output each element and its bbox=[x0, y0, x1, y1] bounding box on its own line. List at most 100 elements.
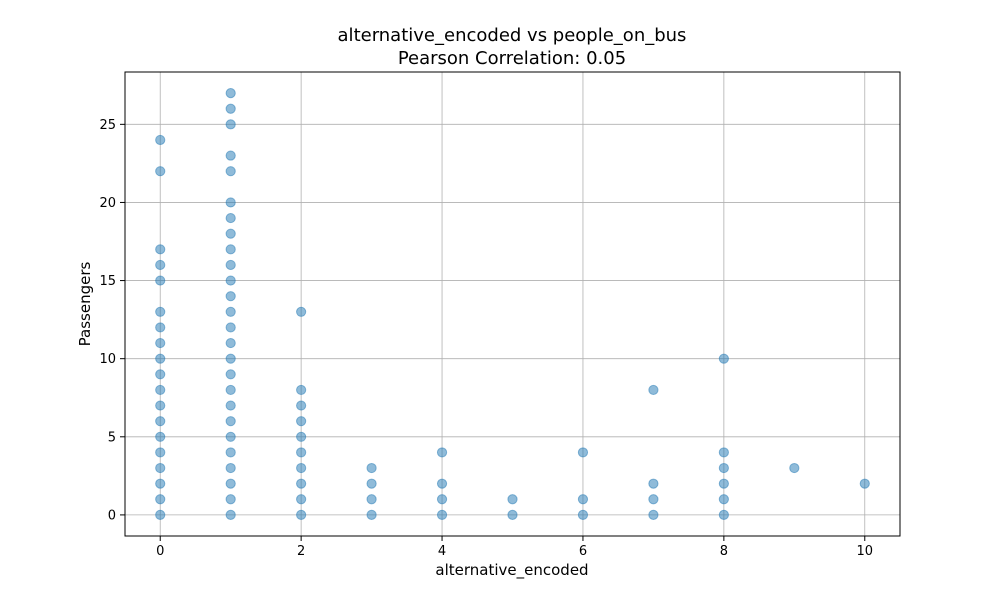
data-point bbox=[225, 259, 236, 271]
data-point bbox=[577, 447, 589, 458]
data-point bbox=[225, 416, 236, 427]
x-tick-label: 2 bbox=[297, 544, 305, 559]
data-point bbox=[155, 400, 166, 411]
data-point bbox=[296, 306, 307, 317]
data-point bbox=[648, 384, 659, 396]
data-point bbox=[648, 509, 659, 521]
data-point bbox=[155, 462, 166, 474]
data-point bbox=[296, 494, 307, 505]
data-point bbox=[155, 509, 166, 521]
chart-title-line-1: alternative_encoded vs people_on_bus bbox=[338, 25, 687, 46]
data-point bbox=[296, 509, 307, 521]
y-tick-label: 25 bbox=[99, 118, 116, 133]
data-point bbox=[155, 478, 166, 489]
y-tick-label: 10 bbox=[99, 352, 116, 367]
data-point bbox=[507, 509, 518, 521]
data-point bbox=[155, 353, 166, 364]
data-point bbox=[648, 478, 659, 489]
data-point bbox=[296, 431, 307, 442]
data-point bbox=[225, 103, 236, 114]
data-point bbox=[648, 494, 659, 505]
data-point bbox=[225, 337, 236, 349]
data-point bbox=[225, 478, 236, 489]
data-point bbox=[155, 306, 166, 317]
x-axis-label: alternative_encoded bbox=[435, 561, 588, 580]
data-point bbox=[436, 494, 448, 505]
data-point bbox=[155, 494, 166, 505]
x-tick-label: 0 bbox=[156, 544, 164, 559]
data-point bbox=[718, 478, 729, 489]
data-point bbox=[718, 462, 729, 474]
data-point bbox=[225, 353, 236, 364]
data-point bbox=[296, 384, 307, 396]
data-point bbox=[155, 416, 166, 427]
chart-title-line-2: Pearson Correlation: 0.05 bbox=[398, 48, 626, 69]
data-point bbox=[155, 337, 166, 349]
data-point bbox=[225, 197, 236, 208]
data-point bbox=[366, 478, 377, 489]
data-point bbox=[155, 322, 166, 333]
data-point bbox=[859, 478, 870, 489]
data-point bbox=[155, 244, 166, 255]
data-point bbox=[225, 212, 236, 224]
data-point bbox=[155, 369, 166, 380]
data-point bbox=[225, 87, 236, 99]
data-point bbox=[436, 509, 448, 521]
data-point bbox=[577, 494, 589, 505]
data-point bbox=[296, 447, 307, 458]
data-point bbox=[366, 509, 377, 521]
data-point bbox=[225, 291, 236, 302]
data-point bbox=[436, 478, 448, 489]
data-point bbox=[296, 400, 307, 411]
data-points bbox=[155, 87, 870, 521]
axis-ticks: 0 2 4 6 8 10 0 5 10 15 20 25 bbox=[99, 118, 873, 559]
y-tick-label: 15 bbox=[99, 274, 116, 289]
data-point bbox=[296, 478, 307, 489]
data-point bbox=[507, 494, 518, 505]
x-tick-label: 4 bbox=[438, 544, 446, 559]
data-point bbox=[225, 400, 236, 411]
data-point bbox=[225, 462, 236, 474]
data-point bbox=[225, 509, 236, 521]
data-point bbox=[225, 244, 236, 255]
data-point bbox=[225, 119, 236, 130]
data-point bbox=[718, 447, 729, 458]
data-point bbox=[225, 228, 236, 239]
grid-lines bbox=[125, 72, 900, 536]
data-point bbox=[155, 275, 166, 286]
data-point bbox=[155, 431, 166, 442]
y-axis-label: Passengers bbox=[76, 261, 94, 346]
data-point bbox=[225, 494, 236, 505]
data-point bbox=[225, 322, 236, 333]
data-point bbox=[155, 134, 166, 146]
data-point bbox=[718, 494, 729, 505]
data-point bbox=[366, 462, 377, 474]
data-point bbox=[789, 462, 800, 474]
data-point bbox=[225, 384, 236, 396]
plot-frame bbox=[124, 71, 901, 537]
data-point bbox=[225, 447, 236, 458]
data-point bbox=[225, 306, 236, 317]
data-point bbox=[366, 494, 377, 505]
data-point bbox=[225, 150, 236, 161]
data-point bbox=[436, 447, 448, 458]
data-point bbox=[296, 416, 307, 427]
data-point bbox=[155, 166, 166, 177]
data-point bbox=[225, 166, 236, 177]
data-point bbox=[155, 259, 166, 271]
data-point bbox=[155, 384, 166, 396]
y-tick-label: 5 bbox=[108, 430, 116, 445]
y-tick-label: 0 bbox=[108, 508, 116, 523]
data-point bbox=[296, 462, 307, 474]
x-tick-label: 6 bbox=[579, 544, 587, 559]
data-point bbox=[225, 275, 236, 286]
data-point bbox=[577, 509, 589, 521]
data-point bbox=[155, 447, 166, 458]
data-point bbox=[225, 431, 236, 442]
data-point bbox=[225, 369, 236, 380]
y-tick-label: 20 bbox=[99, 196, 116, 211]
data-point bbox=[718, 353, 729, 364]
x-tick-label: 8 bbox=[720, 544, 728, 559]
